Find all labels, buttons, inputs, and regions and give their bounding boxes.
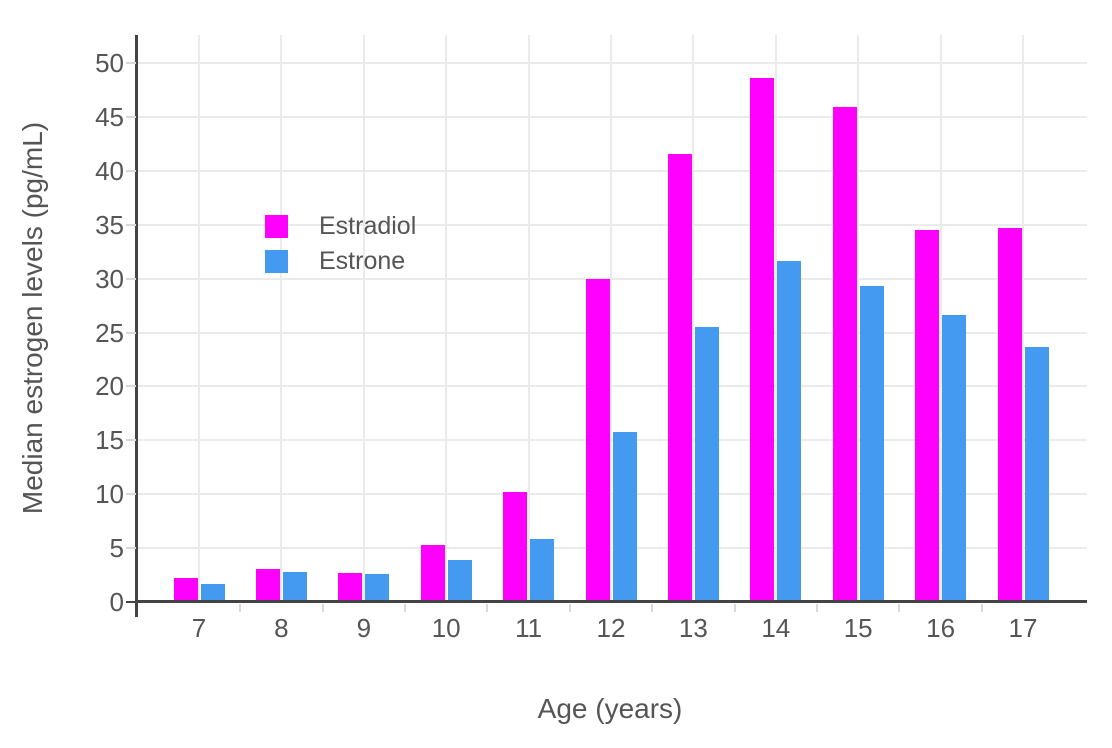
bar-estrone-9 (365, 573, 390, 602)
y-tick-mark (126, 493, 136, 496)
bar-estradiol-7 (173, 578, 198, 602)
y-tick-mark (126, 385, 136, 388)
y-tick-label: 5 (109, 533, 124, 564)
x-tick-label: 12 (596, 613, 626, 643)
x-tick-mark (898, 604, 901, 612)
v-gridline (692, 35, 695, 602)
legend: Estradiol Estrone (265, 209, 416, 279)
y-tick-label: 40 (95, 155, 124, 186)
h-gridline (137, 331, 1087, 334)
v-gridline (939, 35, 942, 602)
h-gridline (137, 547, 1087, 550)
v-gridline (280, 35, 283, 602)
h-gridline (137, 223, 1087, 226)
x-tick-mark (568, 604, 571, 612)
y-axis-line (135, 35, 138, 617)
h-gridline (137, 385, 1087, 388)
bar-estrone-7 (200, 583, 225, 602)
x-tick-label: 16 (926, 613, 956, 643)
v-gridline (857, 35, 860, 602)
y-tick-mark (126, 223, 136, 226)
bar-estrone-10 (447, 559, 472, 602)
y-tick-mark (126, 115, 136, 118)
legend-swatch-estrone (265, 250, 288, 273)
bar-estradiol-10 (420, 544, 445, 602)
h-gridline (137, 169, 1087, 172)
bar-estradiol-8 (255, 568, 280, 602)
y-tick-mark (126, 439, 136, 442)
v-gridline (610, 35, 612, 602)
bar-estrone-16 (942, 315, 967, 602)
bar-estradiol-17 (997, 227, 1022, 602)
y-tick-label: 15 (95, 425, 124, 456)
y-tick-label: 10 (95, 479, 124, 510)
h-gridline (137, 493, 1087, 496)
v-gridline (1022, 35, 1024, 602)
v-gridline (198, 35, 200, 602)
y-tick-label: 0 (109, 587, 124, 617)
h-gridline (137, 439, 1087, 442)
y-tick-label: 50 (95, 48, 124, 79)
x-tick-label: 7 (191, 613, 207, 643)
legend-label-estradiol: Estradiol (319, 212, 417, 240)
bar-estrone-11 (530, 539, 555, 602)
y-tick-mark (126, 331, 136, 334)
x-tick-label: 10 (431, 613, 461, 643)
h-gridline (137, 115, 1087, 118)
x-tick-label: 15 (843, 613, 873, 643)
y-tick-label: 30 (95, 263, 124, 294)
bar-estrone-17 (1024, 346, 1049, 602)
v-gridline (527, 35, 530, 602)
x-tick-mark (486, 604, 489, 612)
bar-estradiol-9 (338, 572, 363, 602)
x-tick-label: 14 (761, 613, 791, 643)
x-tick-mark (404, 604, 406, 612)
y-tick-mark (126, 601, 136, 603)
v-gridline (445, 35, 448, 602)
x-tick-mark (733, 604, 736, 612)
x-tick-label: 13 (678, 613, 708, 643)
y-tick-mark (126, 277, 136, 280)
y-tick-label: 35 (95, 209, 124, 240)
x-tick-mark (816, 604, 818, 612)
x-axis-title: Age (years) (537, 693, 683, 724)
x-tick-label: 17 (1008, 613, 1038, 643)
y-tick-mark (126, 169, 136, 172)
h-gridline (137, 62, 1087, 65)
legend-item-estradiol[interactable]: Estradiol (265, 209, 416, 244)
bar-estrone-13 (694, 327, 719, 602)
h-gridline (137, 277, 1087, 280)
bar-estradiol-11 (503, 492, 528, 602)
bar-estrone-15 (859, 286, 884, 602)
legend-swatch-estradiol (265, 215, 288, 238)
x-tick-mark (980, 604, 983, 612)
plot-area[interactable] (137, 35, 1087, 602)
bar-estradiol-12 (585, 278, 610, 602)
legend-label-estrone: Estrone (319, 247, 406, 275)
bar-estradiol-15 (832, 107, 857, 602)
y-tick-label: 20 (95, 371, 124, 402)
v-gridline (774, 35, 777, 602)
bar-estrone-14 (777, 261, 802, 602)
bar-estrone-12 (612, 431, 637, 602)
y-tick-mark (126, 547, 136, 550)
x-tick-label: 11 (515, 613, 543, 643)
x-tick-label: 9 (356, 613, 372, 643)
y-tick-label: 25 (95, 317, 124, 348)
x-tick-label: 8 (274, 613, 289, 643)
bar-estradiol-16 (915, 230, 940, 602)
y-tick-mark (126, 62, 136, 65)
x-tick-mark (651, 604, 654, 612)
bar-estradiol-13 (667, 153, 692, 602)
y-tick-label: 45 (95, 101, 124, 132)
bar-estrone-8 (282, 571, 307, 602)
x-axis-line (135, 600, 1087, 603)
bar-estradiol-14 (750, 78, 775, 602)
v-gridline (362, 35, 365, 602)
x-tick-mark (239, 604, 242, 612)
x-tick-mark (321, 604, 324, 612)
y-axis-title: Median estrogen levels (pg/mL) (17, 121, 48, 515)
legend-item-estrone[interactable]: Estrone (265, 244, 416, 279)
